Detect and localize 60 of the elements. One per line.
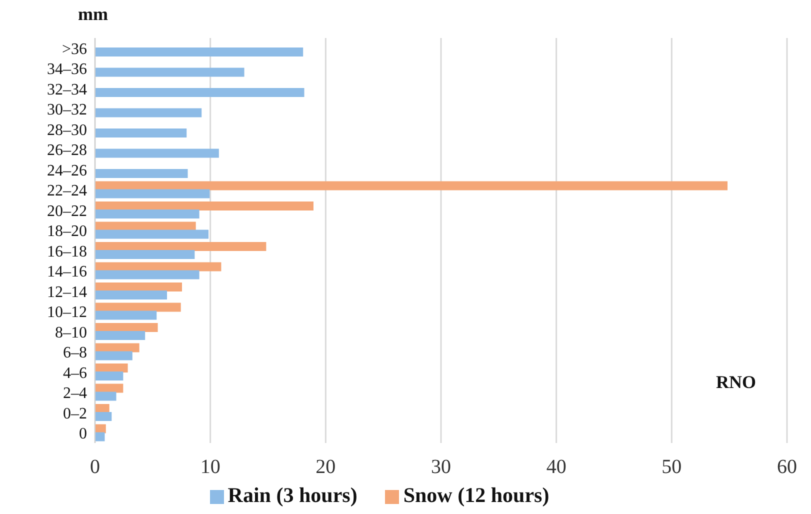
y-tick-label: 20–22 [47, 202, 87, 220]
x-tick-label: 50 [662, 456, 682, 478]
bar [95, 364, 128, 373]
y-tick-label: 12–14 [47, 284, 87, 301]
bar [95, 331, 146, 340]
y-tick-label: 26–28 [47, 142, 87, 160]
legend-label: Snow (12 hours) [403, 483, 550, 507]
y-tick-label: 28–30 [47, 122, 87, 139]
y-tick-label: 22–24 [47, 182, 87, 200]
y-tick-label: 16–18 [47, 243, 87, 260]
y-tick-label: 8–10 [55, 324, 87, 342]
bar [95, 372, 124, 381]
bar [95, 323, 158, 332]
bar [95, 290, 168, 300]
bar [95, 48, 304, 57]
bar [95, 302, 181, 312]
bar [95, 282, 182, 292]
y-tick-label: 0–2 [63, 405, 87, 422]
bar [95, 351, 132, 360]
bar [95, 88, 304, 98]
bar [95, 250, 195, 260]
y-tick-label: 10–12 [47, 304, 87, 322]
bar [95, 343, 140, 352]
annotation: RNO [716, 372, 756, 393]
y-tick-label: >36 [62, 40, 87, 58]
y-tick-label: 6–8 [63, 344, 87, 362]
x-tick-label: 40 [546, 456, 566, 478]
x-tick-label: 30 [431, 456, 451, 478]
y-tick-label: 18–20 [47, 223, 87, 240]
legend-label: Rain (3 hours) [228, 483, 358, 507]
y-tick-label: 30–32 [47, 102, 87, 119]
y-tick-label: 0 [79, 426, 87, 443]
bar [95, 384, 124, 393]
bar [95, 242, 266, 252]
y-tick-label: 4–6 [63, 364, 87, 382]
x-tick-label: 60 [777, 456, 797, 478]
bar [95, 270, 200, 280]
y-tick-label: 34–36 [47, 61, 87, 78]
x-tick-label: 10 [200, 456, 220, 478]
bar [95, 412, 112, 422]
bar [95, 210, 200, 219]
bar [95, 262, 222, 272]
bar [95, 202, 314, 211]
bar [95, 432, 105, 442]
y-axis-title: mm [78, 4, 108, 25]
bar [95, 310, 157, 320]
bar [95, 230, 209, 239]
x-tick-label: 20 [316, 456, 336, 478]
bar [95, 189, 210, 198]
y-tick-label: 14–16 [47, 264, 87, 281]
bar [95, 181, 728, 190]
bar [95, 148, 219, 158]
bar [95, 128, 187, 138]
y-tick-label: 32–34 [47, 81, 87, 98]
bar [95, 392, 116, 401]
y-tick-label: 24–26 [47, 162, 87, 180]
bar [95, 108, 202, 118]
bar [95, 68, 244, 77]
bar [95, 169, 188, 178]
y-tick-label: 2–4 [63, 385, 87, 402]
